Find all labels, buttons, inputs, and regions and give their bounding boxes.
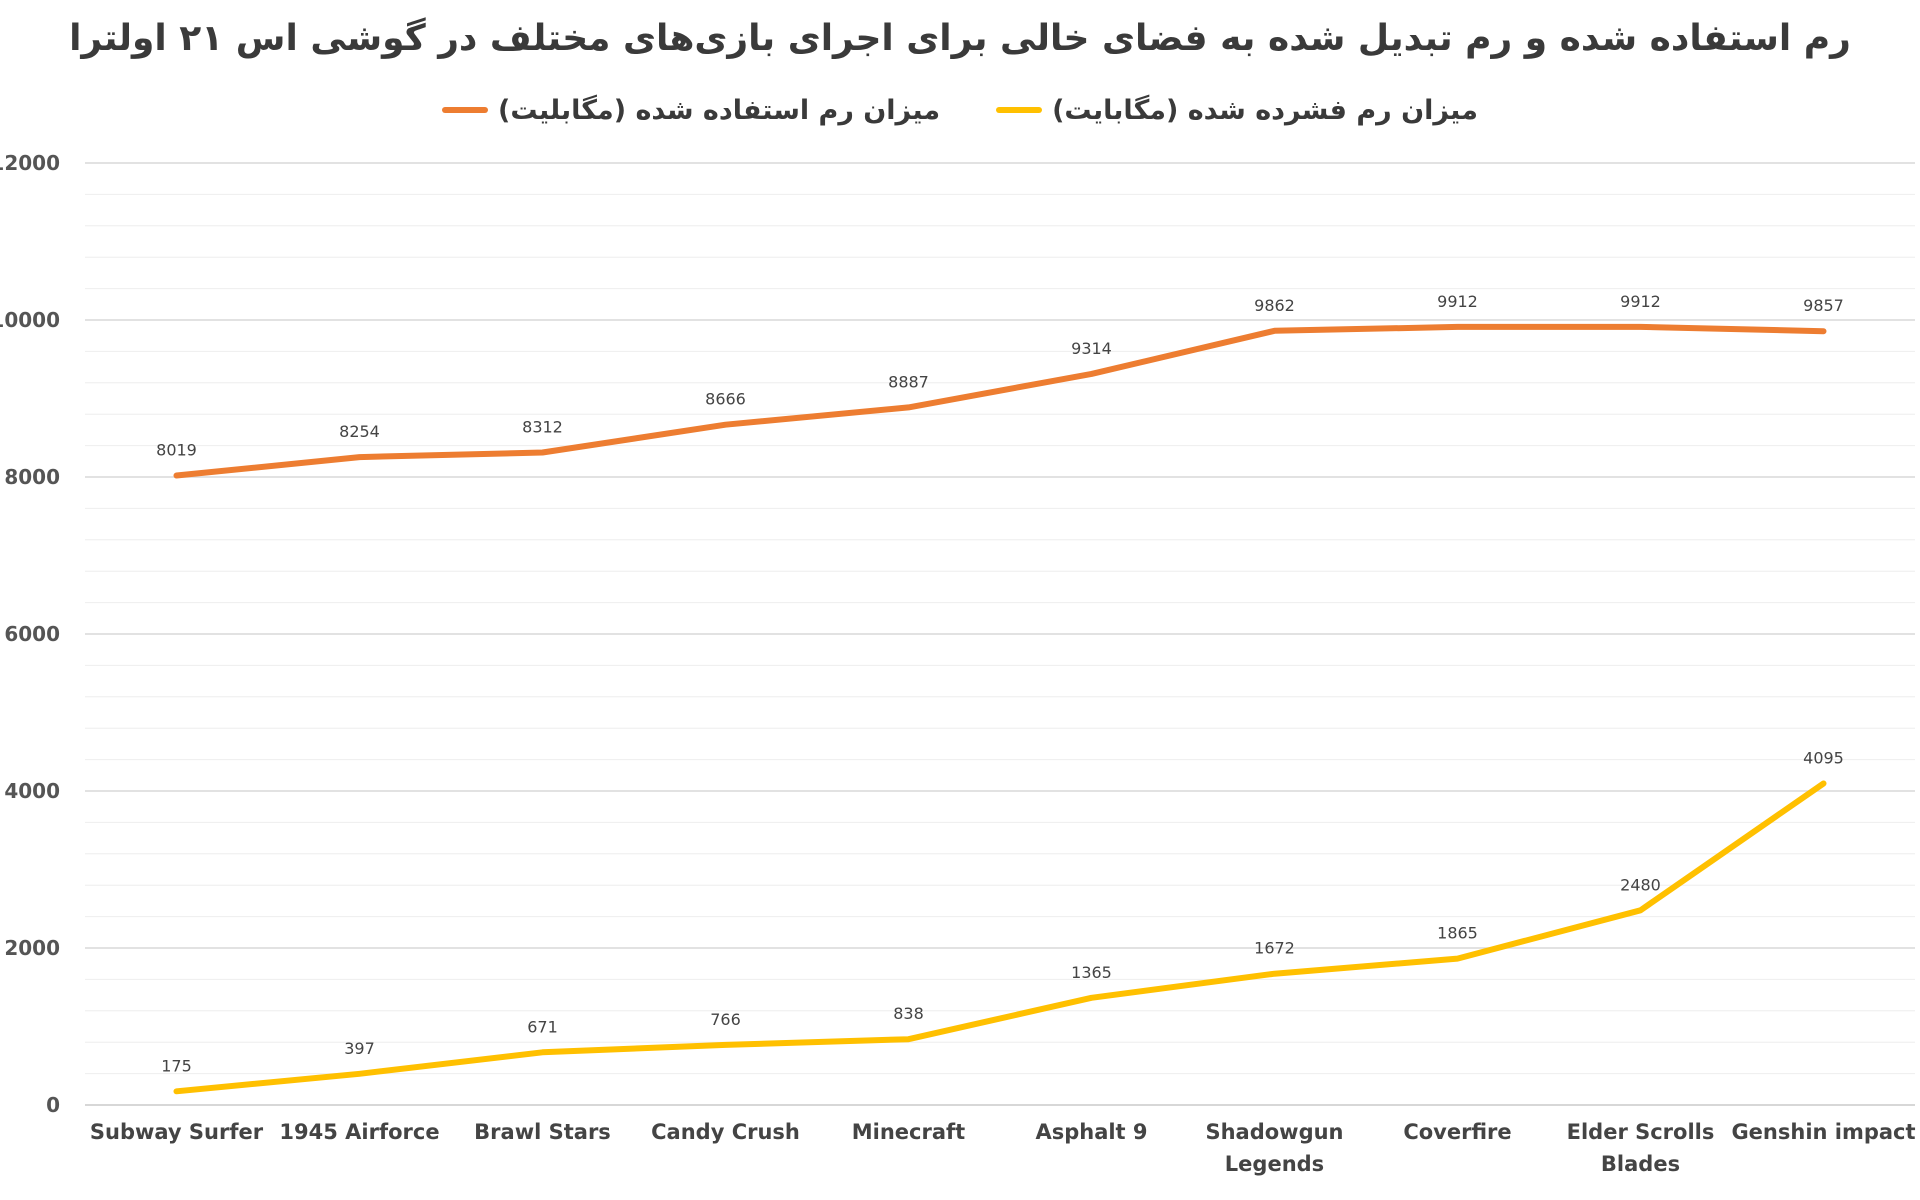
legend-item-used-ram: میزان رم استفاده شده (مگابلیت) bbox=[442, 95, 940, 126]
x-tick-label: Elder Scrolls Blades bbox=[1567, 1120, 1715, 1176]
data-label: 9912 bbox=[1437, 292, 1478, 311]
data-label: 175 bbox=[161, 1056, 192, 1075]
data-label: 1365 bbox=[1071, 963, 1112, 982]
x-tick-label: Coverfire bbox=[1403, 1120, 1511, 1144]
data-label: 8887 bbox=[888, 372, 929, 391]
data-label: 8019 bbox=[156, 441, 197, 460]
legend-item-compressed-ram: میزان رم فشرده شده (مگابایت) bbox=[996, 95, 1478, 126]
y-tick-label: 8000 bbox=[4, 465, 60, 489]
y-tick-label: 10000 bbox=[0, 308, 60, 332]
data-label: 9912 bbox=[1620, 292, 1661, 311]
legend-label-compressed-ram: میزان رم فشرده شده (مگابایت) bbox=[1052, 94, 1478, 126]
series-line-compressed-ram bbox=[173, 780, 1827, 1095]
data-label: 671 bbox=[527, 1017, 558, 1036]
x-tick-label: 1945 Airforce bbox=[279, 1120, 439, 1144]
y-tick-label: 6000 bbox=[4, 622, 60, 646]
data-label: 2480 bbox=[1620, 875, 1661, 894]
data-label: 1672 bbox=[1254, 939, 1295, 958]
x-tick-label: Asphalt 9 bbox=[1035, 1120, 1147, 1144]
data-label: 8666 bbox=[705, 390, 746, 409]
x-tick-label: Genshin impact bbox=[1731, 1120, 1915, 1144]
data-label: 766 bbox=[710, 1010, 741, 1029]
data-label: 9862 bbox=[1254, 296, 1295, 315]
y-tick-label: 0 bbox=[46, 1093, 60, 1117]
x-tick-label: Brawl Stars bbox=[474, 1120, 611, 1144]
data-label: 9857 bbox=[1803, 296, 1844, 315]
legend-label-used-ram: میزان رم استفاده شده (مگابلیت) bbox=[498, 94, 941, 126]
legend-swatch-used-ram bbox=[442, 107, 489, 113]
y-tick-label: 2000 bbox=[4, 936, 60, 960]
chart-title: رم استفاده شده و رم تبدیل شده به فضای خا… bbox=[69, 18, 1851, 59]
data-label: 838 bbox=[893, 1004, 924, 1023]
y-tick-label: 4000 bbox=[4, 779, 60, 803]
x-tick-label: Candy Crush bbox=[651, 1120, 800, 1144]
legend: میزان رم استفاده شده (مگابلیت) میزان رم … bbox=[0, 90, 1920, 130]
data-label: 4095 bbox=[1803, 749, 1844, 768]
data-label: 9314 bbox=[1071, 339, 1112, 358]
x-tick-label: Minecraft bbox=[852, 1120, 965, 1144]
x-tick-label: Shadowgun Legends bbox=[1205, 1120, 1343, 1176]
y-tick-label: 12000 bbox=[0, 151, 60, 175]
data-label: 8254 bbox=[339, 422, 380, 441]
series-line-used-ram bbox=[173, 323, 1827, 479]
x-tick-label: Subway Surfer bbox=[90, 1120, 264, 1144]
data-label: 1865 bbox=[1437, 924, 1478, 943]
data-label: 397 bbox=[344, 1039, 375, 1058]
data-label: 8312 bbox=[522, 418, 563, 437]
legend-swatch-compressed-ram bbox=[996, 107, 1043, 113]
